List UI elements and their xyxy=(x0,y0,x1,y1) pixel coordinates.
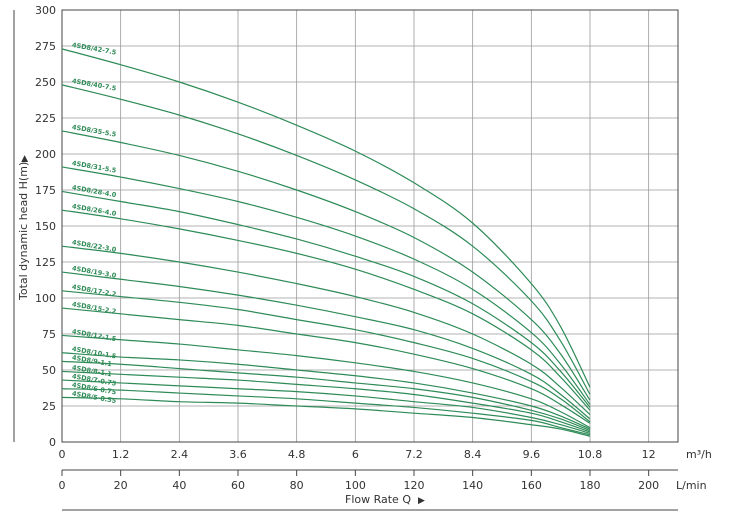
x-tick-label-secondary: 80 xyxy=(290,479,304,492)
x-axis-title: Flow Rate Q xyxy=(345,493,411,506)
x-tick-label-secondary: 200 xyxy=(638,479,659,492)
curve-label: 4SD8/26-4.0 xyxy=(71,202,117,218)
y-tick-label: 100 xyxy=(35,292,56,305)
x-tick-label-secondary: 0 xyxy=(59,479,66,492)
x-tick-label-primary: 7.2 xyxy=(405,448,423,461)
x-tick-label-secondary: 180 xyxy=(580,479,601,492)
curve-label: 4SD8/12-1.5 xyxy=(71,328,117,344)
curve-4SD8/19-3.0 xyxy=(61,271,591,420)
curve-4SD8/22-3.0 xyxy=(61,245,591,416)
x-unit-primary: m³/h xyxy=(686,448,712,461)
curve-label: 4SD8/17-2.2 xyxy=(71,283,116,299)
x-tick-label-primary: 10.8 xyxy=(578,448,603,461)
curve-4SD8/9-1.1 xyxy=(61,360,591,432)
y-tick-labels: 0 25 50 75 100 125 150 175 200 225 250 275 300 xyxy=(35,4,56,449)
plot-frame xyxy=(61,9,679,443)
x-axis-arrow: ▶ xyxy=(418,496,425,506)
y-tick-label: 150 xyxy=(35,220,56,233)
x-unit-secondary: L/min xyxy=(676,479,707,492)
x-tick-label-secondary: 140 xyxy=(462,479,483,492)
x-tick-label-secondary: 100 xyxy=(345,479,366,492)
y-tick-label: 25 xyxy=(42,400,56,413)
curve-4SD8/7-0.75 xyxy=(61,379,591,434)
curve-4SD8/31-5.5 xyxy=(61,166,591,405)
x-tick-label-secondary: 120 xyxy=(404,479,425,492)
x-tick-label-primary: 8.4 xyxy=(464,448,482,461)
y-tick-label: 200 xyxy=(35,148,56,161)
curve-4SD8/15-2.2 xyxy=(61,307,591,424)
curve-4SD8/5-0.55 xyxy=(61,396,591,437)
x-tick-label-primary: 2.4 xyxy=(171,448,189,461)
curve-4SD8/40-7.5 xyxy=(61,84,591,395)
curve-4SD8/35-5.5 xyxy=(61,130,591,401)
x-tick-label-primary: 0 xyxy=(59,448,66,461)
curve-4SD8/28-4.0 xyxy=(61,190,591,408)
y-tick-label: 50 xyxy=(42,364,56,377)
x-tick-label-secondary: 160 xyxy=(521,479,542,492)
x-tick-label-primary: 1.2 xyxy=(112,448,130,461)
x-tick-label-primary: 9.6 xyxy=(523,448,541,461)
curve-4SD8/42-7.5 xyxy=(61,48,591,388)
x-tick-label-secondary: 20 xyxy=(114,479,128,492)
curve-label: 4SD8/22-3.0 xyxy=(71,238,117,254)
y-tick-label: 250 xyxy=(35,76,56,89)
x-tick-label-primary: 3.6 xyxy=(229,448,247,461)
y-axis-arrow: ▶ xyxy=(20,155,30,162)
x-tick-labels-secondary: 0 20 40 60 80 100 120 140 160 180 200 xyxy=(59,479,660,492)
x-tick-label-primary: 4.8 xyxy=(288,448,306,461)
x-tick-labels-primary: 0 1.2 2.4 3.6 4.8 6 7.2 8.4 9.6 10.8 12 xyxy=(59,448,656,461)
x-tick-label-primary: 12 xyxy=(642,448,656,461)
y-tick-label: 300 xyxy=(35,4,56,17)
curve-labels: 4SD8/42-7.54SD8/40-7.54SD8/35-5.54SD8/31… xyxy=(71,41,117,405)
y-tick-label: 275 xyxy=(35,40,56,53)
curve-4SD8/26-4.0 xyxy=(61,209,591,411)
curve-label: 4SD8/40-7.5 xyxy=(71,77,117,93)
y-tick-label: 175 xyxy=(35,184,56,197)
curves xyxy=(61,48,591,437)
x-tick-label-secondary: 60 xyxy=(231,479,245,492)
y-axis-title: Total dynamic head H(m) xyxy=(17,162,30,301)
x-tick-label-primary: 6 xyxy=(352,448,359,461)
grid-lines xyxy=(62,10,678,442)
curve-label: 4SD8/42-7.5 xyxy=(71,41,117,57)
curve-4SD8/8-1.1 xyxy=(61,370,591,433)
y-tick-label: 125 xyxy=(35,256,56,269)
secondary-axis-ticks xyxy=(61,470,650,476)
curve-4SD8/12-1.5 xyxy=(61,334,591,429)
curve-label: 4SD8/35-5.5 xyxy=(71,123,117,139)
curve-label: 4SD8/19-3.0 xyxy=(71,264,117,280)
y-tick-label: 0 xyxy=(49,436,56,449)
y-tick-label: 75 xyxy=(42,328,56,341)
curve-label: 4SD8/15-2.2 xyxy=(71,300,116,316)
x-tick-label-secondary: 40 xyxy=(172,479,186,492)
y-tick-label: 225 xyxy=(35,112,56,125)
curve-4SD8/17-2.2 xyxy=(61,290,591,423)
curve-4SD8/6-0.75 xyxy=(61,388,591,436)
curve-4SD8/10-1.5 xyxy=(61,352,591,430)
